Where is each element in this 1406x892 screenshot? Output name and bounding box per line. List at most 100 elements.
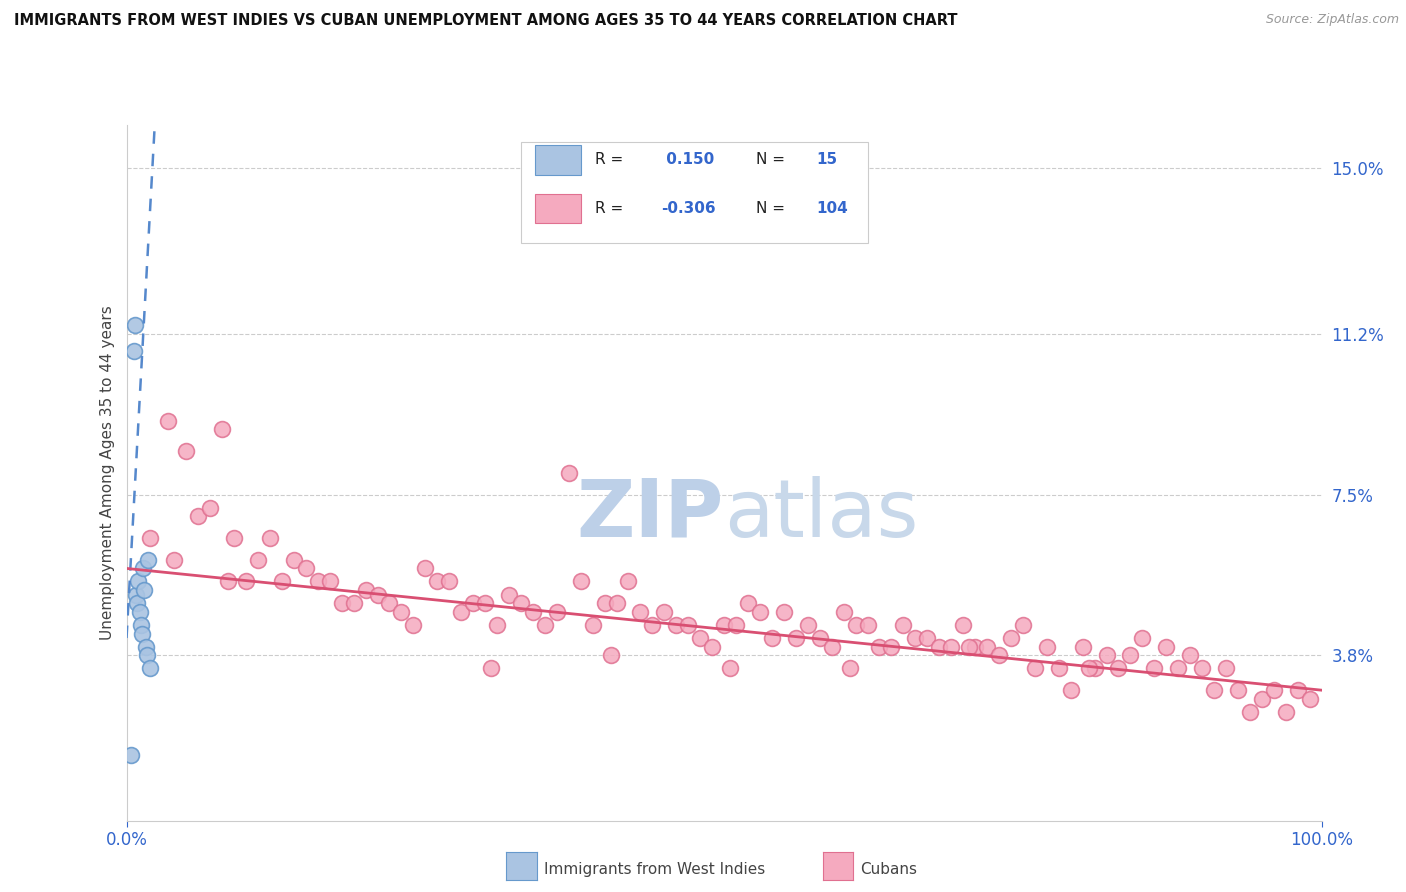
Point	[247, 552, 270, 567]
Point	[915, 631, 938, 645]
Point	[413, 561, 436, 575]
FancyBboxPatch shape	[536, 145, 581, 175]
Text: R =: R =	[595, 201, 628, 216]
Point	[128, 605, 150, 619]
Point	[1108, 661, 1130, 675]
Point	[1215, 661, 1237, 675]
Point	[593, 596, 616, 610]
Point	[174, 444, 197, 458]
Point	[1130, 631, 1153, 645]
Point	[748, 605, 770, 619]
Point	[1274, 705, 1296, 719]
FancyBboxPatch shape	[536, 194, 581, 223]
Point	[235, 574, 257, 589]
Point	[599, 648, 621, 663]
Point	[1286, 683, 1309, 698]
Point	[217, 574, 239, 589]
Point	[366, 587, 388, 601]
Text: atlas: atlas	[724, 475, 918, 554]
Point	[617, 574, 640, 589]
Point	[402, 618, 425, 632]
Point	[652, 605, 675, 619]
Point	[1011, 618, 1033, 632]
Point	[343, 596, 366, 610]
Point	[1035, 640, 1057, 654]
FancyBboxPatch shape	[520, 142, 868, 244]
Point	[965, 640, 987, 654]
Point	[820, 640, 842, 654]
Point	[957, 640, 980, 654]
Point	[725, 618, 748, 632]
Point	[124, 318, 146, 332]
Point	[761, 631, 783, 645]
Point	[605, 596, 627, 610]
Point	[1083, 661, 1105, 675]
Point	[222, 531, 246, 545]
Point	[132, 561, 155, 575]
Point	[479, 661, 502, 675]
Point	[844, 618, 866, 632]
Point	[1191, 661, 1213, 675]
Point	[1250, 692, 1272, 706]
Point	[139, 661, 162, 675]
Point	[808, 631, 831, 645]
Point	[581, 618, 603, 632]
Point	[641, 618, 664, 632]
Point	[1095, 648, 1118, 663]
Point	[129, 618, 152, 632]
Point	[461, 596, 484, 610]
Point	[474, 596, 496, 610]
Point	[1178, 648, 1201, 663]
Point	[135, 648, 157, 663]
Point	[135, 640, 157, 654]
Point	[391, 605, 413, 619]
Point	[439, 574, 461, 589]
Point	[1060, 683, 1083, 698]
Point	[773, 605, 796, 619]
Point	[283, 552, 305, 567]
Point	[868, 640, 891, 654]
Y-axis label: Unemployment Among Ages 35 to 44 years: Unemployment Among Ages 35 to 44 years	[100, 305, 115, 640]
Point	[904, 631, 927, 645]
Point	[187, 509, 209, 524]
Point	[270, 574, 292, 589]
Point	[928, 640, 950, 654]
Point	[1119, 648, 1142, 663]
Point	[1298, 692, 1320, 706]
Text: ZIP: ZIP	[576, 475, 724, 554]
Point	[1000, 631, 1022, 645]
Text: Cubans: Cubans	[860, 863, 918, 877]
Point	[628, 605, 651, 619]
Point	[127, 574, 149, 589]
Point	[987, 648, 1010, 663]
Point	[546, 605, 568, 619]
Point	[1167, 661, 1189, 675]
Text: R =: R =	[595, 153, 628, 168]
Point	[211, 422, 233, 436]
Point	[259, 531, 281, 545]
Point	[1263, 683, 1285, 698]
Point	[498, 587, 520, 601]
Point	[122, 343, 145, 358]
Point	[354, 583, 377, 598]
Point	[832, 605, 855, 619]
Point	[689, 631, 711, 645]
Point	[713, 618, 735, 632]
Point	[665, 618, 688, 632]
Text: IMMIGRANTS FROM WEST INDIES VS CUBAN UNEMPLOYMENT AMONG AGES 35 TO 44 YEARS CORR: IMMIGRANTS FROM WEST INDIES VS CUBAN UNE…	[14, 13, 957, 29]
Point	[1226, 683, 1249, 698]
Point	[856, 618, 879, 632]
Point	[1071, 640, 1094, 654]
Text: Source: ZipAtlas.com: Source: ZipAtlas.com	[1265, 13, 1399, 27]
Point	[522, 605, 544, 619]
Point	[163, 552, 186, 567]
Text: -0.306: -0.306	[661, 201, 716, 216]
Point	[318, 574, 342, 589]
Point	[718, 661, 741, 675]
Point	[1154, 640, 1177, 654]
Point	[1024, 661, 1046, 675]
Point	[450, 605, 472, 619]
Point	[136, 552, 159, 567]
Point	[330, 596, 353, 610]
Point	[737, 596, 759, 610]
